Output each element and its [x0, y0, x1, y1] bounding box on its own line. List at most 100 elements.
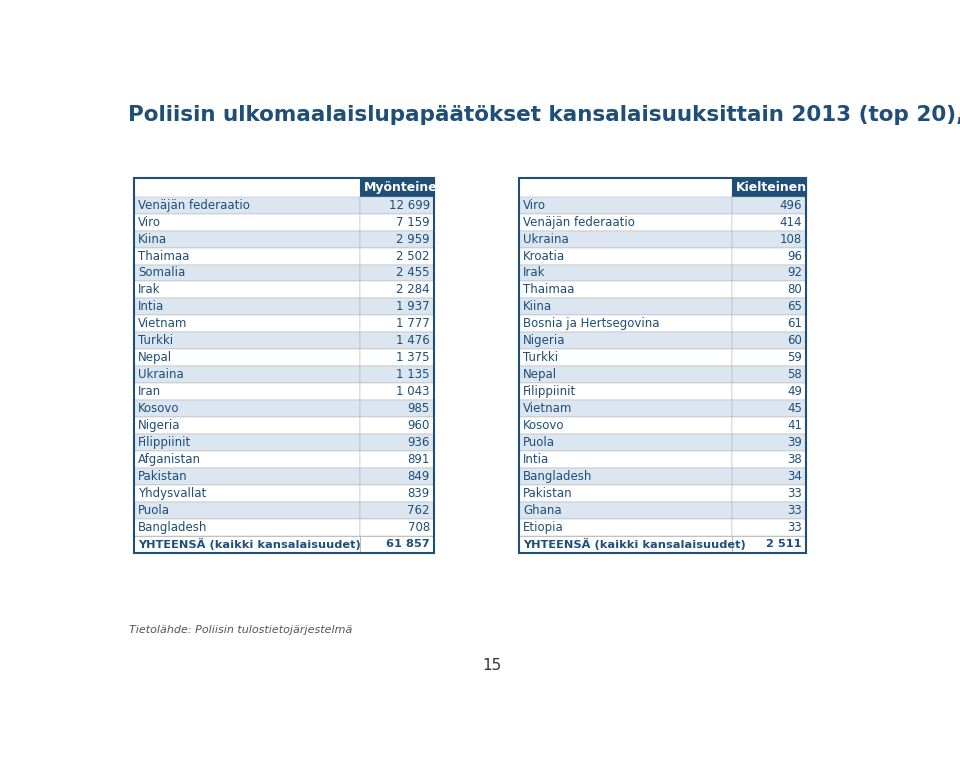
Text: Puola: Puola — [523, 436, 555, 449]
Text: Pakistan: Pakistan — [523, 487, 572, 500]
Bar — [732, 502, 805, 518]
Bar — [519, 315, 732, 332]
Text: Turkki: Turkki — [138, 334, 173, 347]
Text: Kiina: Kiina — [138, 232, 167, 245]
Text: Thaimaa: Thaimaa — [523, 284, 574, 296]
Text: Nepal: Nepal — [523, 368, 557, 381]
Bar — [360, 400, 434, 417]
Bar — [360, 248, 434, 265]
Text: 38: 38 — [787, 453, 802, 466]
Text: 2 284: 2 284 — [396, 284, 430, 296]
Text: Filippiinit: Filippiinit — [523, 385, 576, 398]
Bar — [134, 178, 360, 197]
Bar — [360, 451, 434, 468]
Text: 39: 39 — [787, 436, 802, 449]
Text: 2 455: 2 455 — [396, 266, 430, 279]
Bar — [134, 434, 360, 451]
Text: 414: 414 — [780, 216, 802, 229]
Bar — [519, 451, 732, 468]
Bar — [360, 281, 434, 298]
Bar — [732, 417, 805, 434]
Bar — [519, 265, 732, 281]
Text: Nigeria: Nigeria — [523, 334, 565, 347]
Text: 59: 59 — [787, 351, 802, 364]
Bar — [134, 265, 360, 281]
Text: Bangladesh: Bangladesh — [523, 469, 592, 482]
Text: 1 375: 1 375 — [396, 351, 430, 364]
Text: Afganistan: Afganistan — [138, 453, 201, 466]
Bar — [732, 231, 805, 248]
Bar — [134, 502, 360, 518]
Text: Bangladesh: Bangladesh — [138, 521, 207, 534]
Bar — [732, 535, 805, 552]
Text: 960: 960 — [408, 419, 430, 432]
Bar — [732, 315, 805, 332]
Bar — [519, 502, 732, 518]
Text: Puola: Puola — [138, 504, 170, 517]
Text: Kiina: Kiina — [523, 301, 552, 314]
Bar — [360, 298, 434, 315]
Text: 762: 762 — [407, 504, 430, 517]
Text: Thaimaa: Thaimaa — [138, 249, 189, 262]
Text: Ukraina: Ukraina — [138, 368, 183, 381]
Text: 849: 849 — [408, 469, 430, 482]
Bar — [360, 349, 434, 366]
Text: Kielteinen: Kielteinen — [736, 181, 807, 194]
Text: Kosovo: Kosovo — [523, 419, 564, 432]
Text: Etiopia: Etiopia — [523, 521, 564, 534]
Bar — [134, 468, 360, 485]
Bar — [360, 315, 434, 332]
Bar — [134, 332, 360, 349]
Bar — [519, 434, 732, 451]
Text: Poliisin ulkomaalaislupapäätökset kansalaisuuksittain 2013 (top 20), koko maa: Poliisin ulkomaalaislupapäätökset kansal… — [128, 105, 960, 125]
Bar — [519, 178, 732, 197]
Bar — [732, 265, 805, 281]
Bar — [732, 349, 805, 366]
Text: 1 043: 1 043 — [396, 385, 430, 398]
Bar — [360, 197, 434, 214]
Bar — [732, 298, 805, 315]
Text: Kosovo: Kosovo — [138, 402, 180, 415]
Bar — [519, 349, 732, 366]
Bar — [732, 468, 805, 485]
Bar — [134, 197, 360, 214]
Bar — [732, 197, 805, 214]
Text: 936: 936 — [408, 436, 430, 449]
Text: Ukraina: Ukraina — [523, 232, 568, 245]
Text: 60: 60 — [787, 334, 802, 347]
Bar — [360, 502, 434, 518]
Text: Somalia: Somalia — [138, 266, 185, 279]
Text: Bosnia ja Hertsegovina: Bosnia ja Hertsegovina — [523, 318, 660, 331]
Text: 34: 34 — [787, 469, 802, 482]
Bar — [519, 231, 732, 248]
Bar — [134, 281, 360, 298]
Text: Nigeria: Nigeria — [138, 419, 180, 432]
Bar — [519, 518, 732, 535]
Text: 108: 108 — [780, 232, 802, 245]
Bar — [519, 485, 732, 502]
Text: 61: 61 — [787, 318, 802, 331]
Bar — [732, 451, 805, 468]
Text: 80: 80 — [787, 284, 802, 296]
Text: 1 777: 1 777 — [396, 318, 430, 331]
Text: 33: 33 — [787, 487, 802, 500]
Bar — [732, 366, 805, 383]
Bar — [519, 281, 732, 298]
Bar — [134, 231, 360, 248]
Text: Vietnam: Vietnam — [138, 318, 187, 331]
Bar — [360, 214, 434, 231]
Text: Filippiinit: Filippiinit — [138, 436, 191, 449]
Bar — [360, 178, 434, 197]
Text: Viro: Viro — [138, 216, 161, 229]
Text: 96: 96 — [787, 249, 802, 262]
Text: Viro: Viro — [523, 199, 546, 212]
Bar — [519, 298, 732, 315]
Bar — [732, 281, 805, 298]
Bar — [134, 518, 360, 535]
Bar — [360, 485, 434, 502]
Bar — [732, 178, 805, 197]
Text: 61 857: 61 857 — [386, 539, 430, 549]
Bar — [134, 248, 360, 265]
Bar — [134, 214, 360, 231]
Bar — [360, 231, 434, 248]
